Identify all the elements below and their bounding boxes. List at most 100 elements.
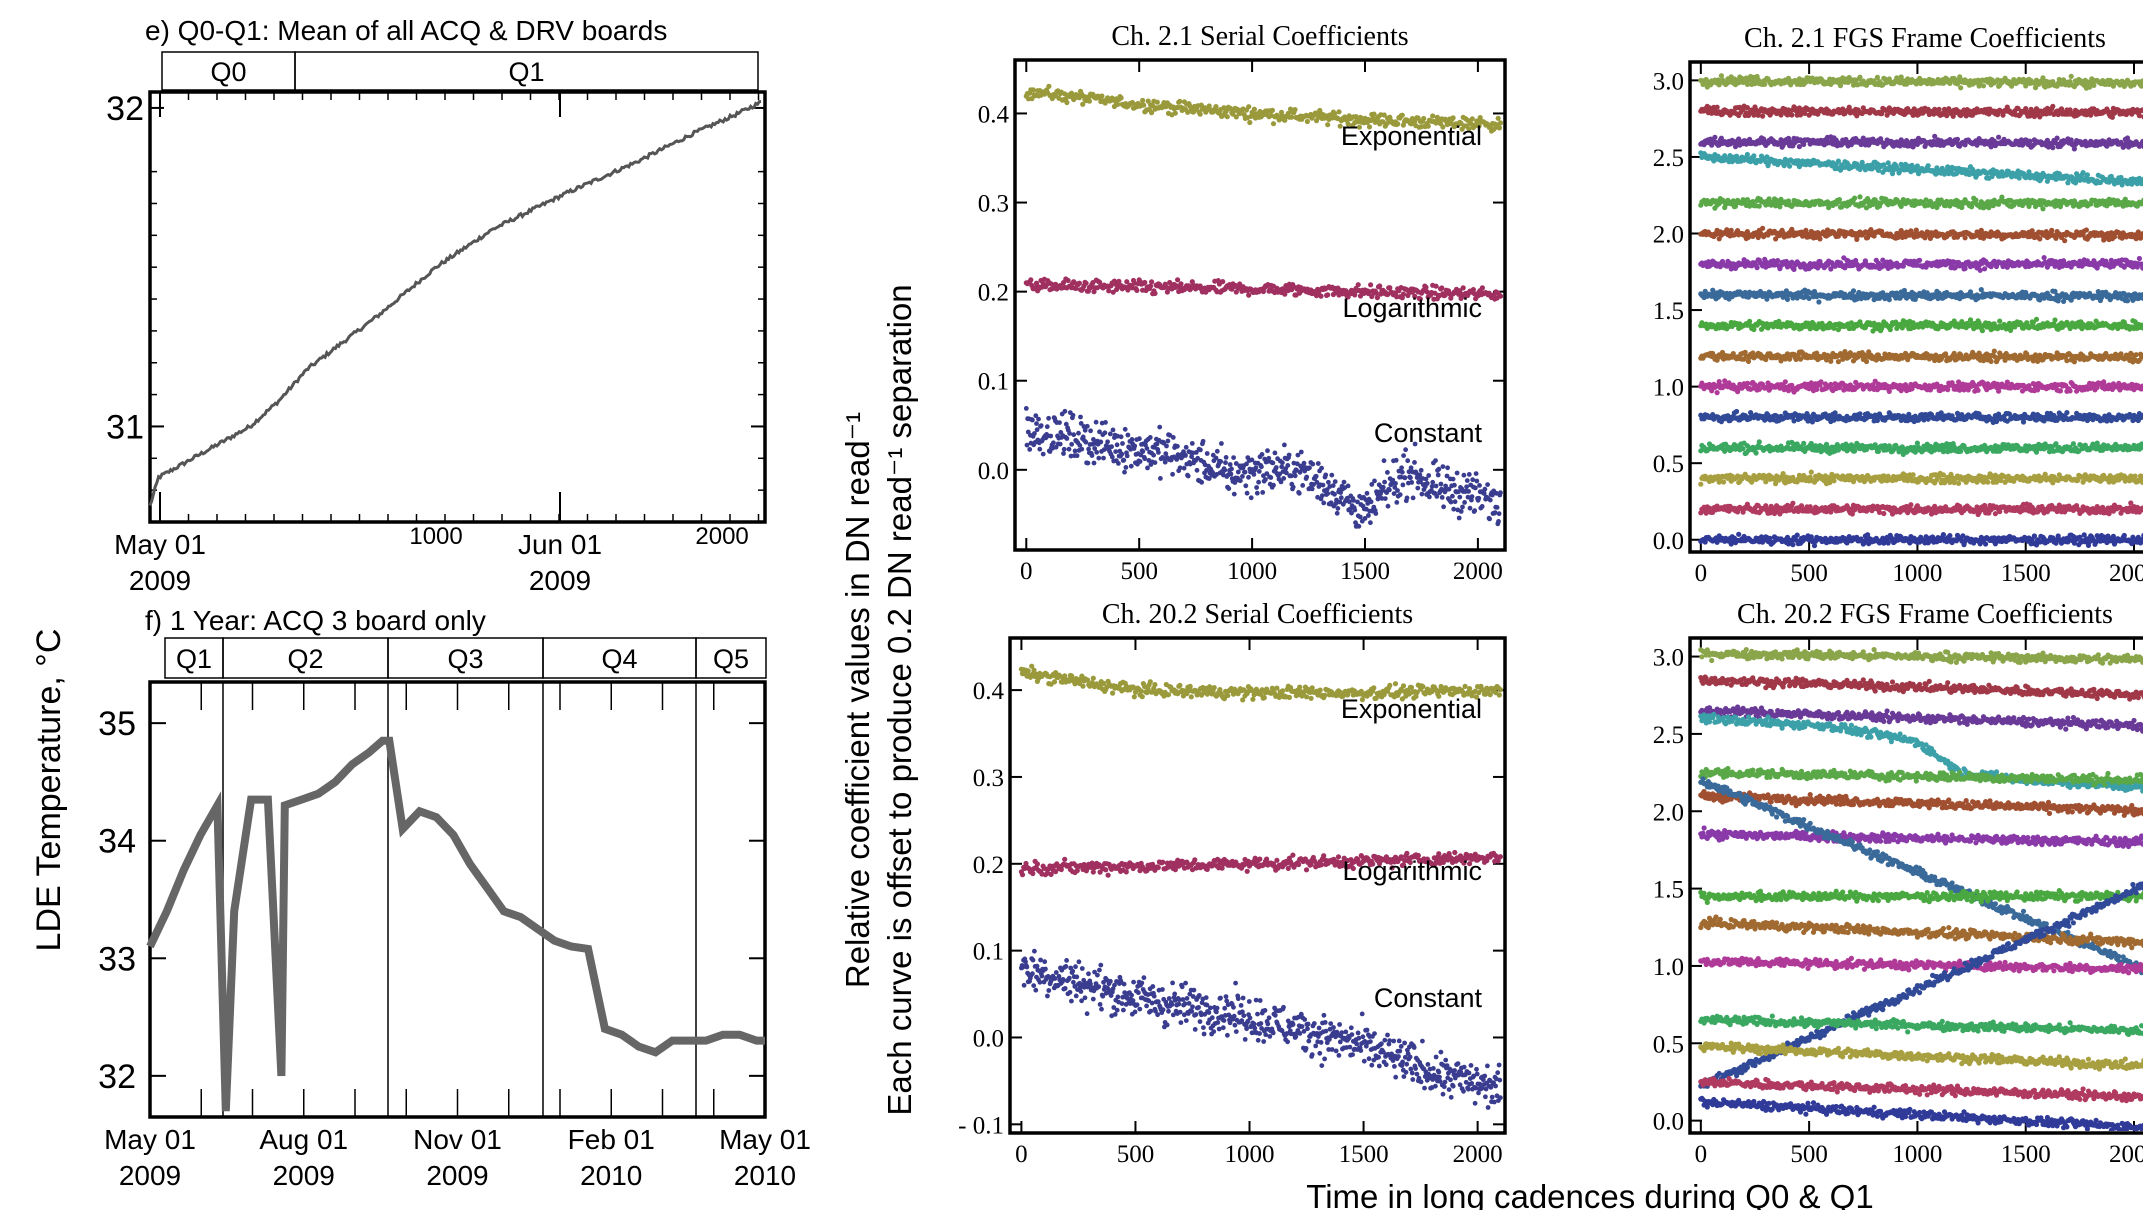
data-point [1395, 488, 1400, 493]
data-point [1083, 280, 1089, 286]
data-point [1441, 504, 1446, 510]
data-point [1381, 112, 1387, 118]
data-point [1744, 81, 1750, 87]
panel-title: Ch. 2.1 FGS Frame Coefficients [1744, 23, 2106, 54]
data-point [1149, 110, 1155, 116]
data-point [1382, 479, 1387, 485]
data-point [1278, 479, 1284, 485]
quarter-label-q4: Q4 [601, 644, 637, 674]
data-point [1083, 439, 1089, 445]
cadence-tick-label: 2000 [695, 523, 748, 550]
data-point [1329, 472, 1335, 478]
data-point [1399, 469, 1405, 475]
data-point [1295, 452, 1301, 458]
series-coefficient-2 [1698, 133, 2143, 152]
series-label-constant: Constant [1374, 418, 1483, 448]
data-point [2032, 85, 2039, 91]
data-point [1256, 469, 1262, 474]
data-point [1313, 473, 1319, 479]
series-coefficient-6 [1698, 255, 2143, 273]
data-point [1345, 121, 1351, 127]
data-point [1189, 454, 1194, 460]
data-point [1145, 465, 1150, 471]
y-tick-label: 31 [106, 408, 144, 446]
data-point [1356, 523, 1362, 529]
data-point [1254, 485, 1259, 490]
data-point [1235, 469, 1241, 475]
y-tick-label: 33 [98, 940, 136, 978]
data-point [1109, 444, 1114, 450]
data-point [1368, 282, 1374, 288]
data-point [1078, 421, 1084, 426]
data-point [1473, 471, 1479, 476]
data-point [1382, 496, 1388, 501]
data-point [1030, 87, 1036, 93]
data-point [1497, 293, 1503, 299]
data-point [1349, 510, 1354, 516]
data-point [1311, 482, 1316, 487]
data-point [1072, 448, 1078, 454]
data-point [1223, 455, 1229, 460]
data-point [1147, 435, 1153, 440]
data-point [1289, 114, 1295, 120]
data-point [1051, 440, 1056, 446]
data-point [1482, 486, 1488, 492]
data-point [1430, 113, 1436, 119]
data-point [1292, 473, 1298, 479]
data-point [1409, 480, 1415, 485]
data-point [1024, 442, 1030, 448]
data-point [1064, 99, 1070, 106]
data-point [1222, 467, 1228, 473]
quarter-label-q1: Q1 [508, 57, 544, 87]
data-point [2004, 104, 2010, 110]
y-tick-label: 2.0 [1653, 222, 1684, 249]
data-point [1415, 485, 1421, 491]
panel-e-temperature-line [148, 100, 762, 507]
y-tick-label: 1.5 [1653, 298, 1684, 325]
data-point [1115, 101, 1121, 107]
data-point [1219, 441, 1224, 446]
x-tick-label: 0 [1695, 560, 1708, 587]
data-point [1401, 453, 1406, 458]
data-point [1318, 293, 1324, 299]
data-point [1244, 490, 1250, 496]
data-point [1356, 124, 1362, 130]
data-point [1366, 513, 1371, 518]
data-point [1142, 279, 1148, 286]
data-point [1175, 443, 1180, 449]
data-point [1448, 499, 1454, 505]
data-point [1469, 494, 1475, 499]
data-point [1170, 471, 1175, 477]
data-point [1477, 483, 1482, 488]
data-point [1165, 438, 1171, 444]
data-point [1119, 451, 1125, 457]
quarter-label-q0: Q0 [210, 57, 246, 87]
data-point [1227, 462, 1233, 467]
data-point [1400, 482, 1406, 488]
data-point [1040, 451, 1046, 457]
data-point [1498, 490, 1503, 496]
data-point [1319, 465, 1324, 471]
series-coefficient-7 [1698, 287, 2143, 305]
data-point [1789, 112, 1795, 118]
data-point [2041, 255, 2047, 261]
data-point [1836, 197, 1842, 203]
data-point [1247, 119, 1253, 126]
data-point [1331, 111, 1338, 117]
data-point [1029, 96, 1035, 102]
data-point [1183, 444, 1189, 450]
x-tick-label: 500 [1790, 560, 1828, 587]
series-label-logarithmic: Logarithmic [1342, 293, 1482, 323]
data-point [1410, 495, 1416, 501]
data-point [1371, 111, 1377, 117]
data-point [1373, 290, 1379, 296]
data-point [1259, 464, 1264, 470]
data-point [1423, 476, 1429, 482]
data-point [1263, 477, 1268, 482]
data-point [1292, 107, 1298, 113]
data-point [1481, 491, 1487, 496]
data-point [1850, 288, 1857, 294]
data-point [1976, 83, 1982, 89]
data-point [1417, 472, 1423, 478]
data-point [1435, 472, 1441, 478]
